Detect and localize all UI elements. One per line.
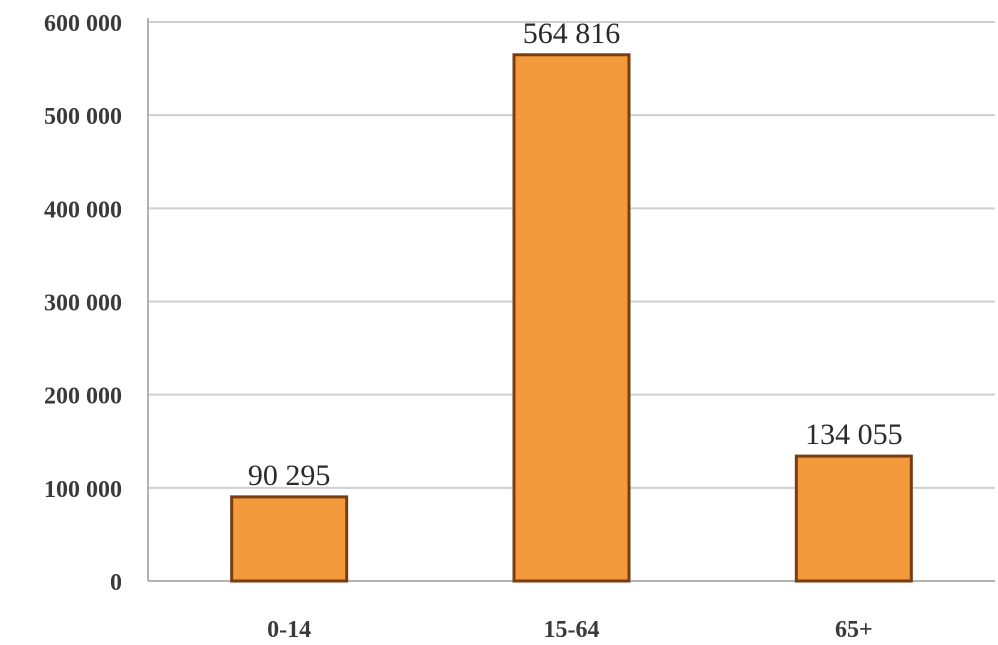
y-tick-labels: 0 100 000 200 000 300 000 400 000 500 000 600 … <box>44 11 122 596</box>
y-tick-label: 500 000 <box>44 104 122 130</box>
y-tick-label: 100 000 <box>44 477 122 503</box>
bar-0-14 <box>230 495 349 583</box>
x-tick-labels: 0-14 15-64 65+ <box>267 617 873 643</box>
data-label-65+: 134 055 <box>805 418 903 451</box>
y-tick-label: 400 000 <box>44 197 122 223</box>
x-tick-label: 0-14 <box>267 617 311 643</box>
x-tick-label: 65+ <box>835 617 873 643</box>
bar-15-64 <box>512 53 631 583</box>
y-tick-label: 300 000 <box>44 291 122 317</box>
y-tick-label: 0 <box>110 570 122 596</box>
bar-65+ <box>794 454 913 583</box>
bars <box>230 53 913 583</box>
y-tick-label: 600 000 <box>44 11 122 37</box>
data-label-0-14: 90 295 <box>248 459 331 492</box>
x-tick-label: 15-64 <box>544 617 600 643</box>
data-label-15-64: 564 816 <box>523 17 621 50</box>
y-tick-label: 200 000 <box>44 384 122 410</box>
data-labels: 90 295 564 816 134 055 <box>248 17 903 492</box>
